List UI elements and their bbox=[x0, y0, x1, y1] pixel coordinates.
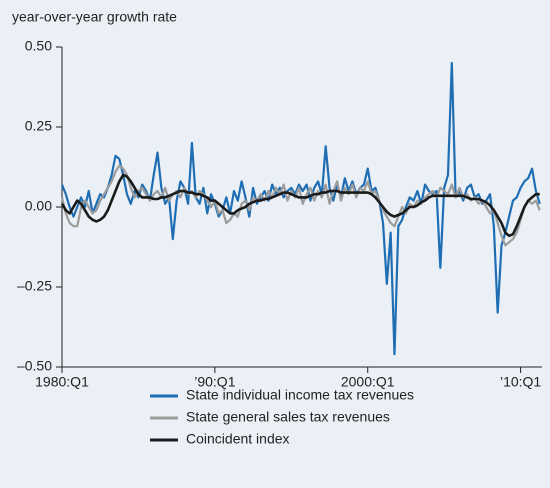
x-tick-label: 2000:Q1 bbox=[341, 374, 395, 390]
y-tick-label: –0.50 bbox=[17, 358, 52, 374]
y-tick-label: 0.50 bbox=[25, 38, 52, 54]
series-line bbox=[60, 61, 541, 356]
series-line bbox=[60, 164, 541, 247]
x-tick-label: 1980:Q1 bbox=[35, 374, 89, 390]
y-tick-label: 0.25 bbox=[25, 118, 52, 134]
legend-label: Coincident index bbox=[186, 431, 290, 447]
legend-label: State individual income tax revenues bbox=[186, 387, 414, 403]
y-tick-label: 0.00 bbox=[25, 198, 52, 214]
x-tick-label: ’90:Q1 bbox=[194, 374, 235, 390]
y-axis-label: year-over-year growth rate bbox=[12, 9, 177, 25]
x-tick-label: ’10:Q1 bbox=[500, 374, 541, 390]
series-line bbox=[60, 173, 540, 238]
legend-label: State general sales tax revenues bbox=[186, 409, 390, 425]
y-tick-label: –0.25 bbox=[17, 278, 52, 294]
